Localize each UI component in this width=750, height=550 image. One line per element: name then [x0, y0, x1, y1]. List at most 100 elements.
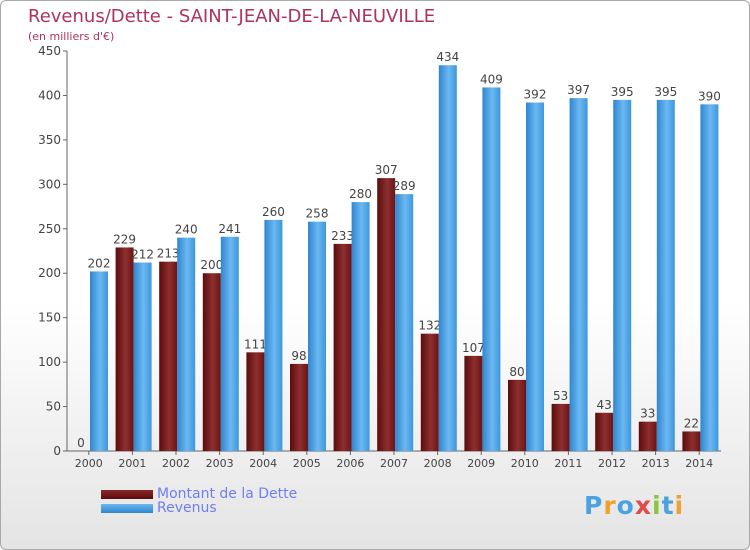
debt-value-label: 132 [418, 319, 441, 333]
x-tick-label: 2000 [75, 457, 103, 470]
y-tick-label: 350 [38, 133, 61, 147]
debt-value-label: 0 [77, 436, 85, 450]
debt-bar [420, 333, 439, 451]
debt-bar [508, 379, 526, 451]
x-tick-label: 2009 [467, 457, 495, 470]
revenue-value-label: 392 [524, 88, 547, 102]
x-tick-label: 2008 [424, 457, 452, 470]
x-tick-label: 2001 [118, 457, 146, 470]
debt-value-label: 33 [640, 407, 655, 421]
revenue-value-label: 241 [218, 222, 241, 236]
debt-bar [159, 261, 178, 451]
logo-letter: r [603, 491, 617, 520]
debt-value-label: 98 [291, 349, 306, 363]
debt-value-label: 22 [684, 416, 699, 430]
revenue-value-label: 212 [131, 248, 154, 262]
revenue-value-label: 202 [88, 256, 111, 270]
logo-letter: i [674, 491, 685, 520]
revenue-value-label: 280 [349, 187, 372, 201]
debt-value-label: 307 [375, 163, 398, 177]
x-tick-label: 2004 [249, 457, 277, 470]
revenue-bar [264, 219, 283, 451]
debt-bar [290, 363, 308, 451]
y-tick-label: 250 [38, 222, 61, 236]
debt-bar [638, 421, 657, 451]
proxiti-logo: Proxiti [584, 491, 684, 520]
x-tick-label: 2014 [685, 457, 713, 470]
x-tick-label: 2013 [642, 457, 670, 470]
x-tick-label: 2011 [554, 457, 582, 470]
debt-value-label: 43 [597, 398, 612, 412]
revenue-bar [90, 271, 108, 451]
debt-value-label: 229 [113, 232, 136, 246]
debt-bar [246, 352, 265, 451]
chart-subtitle: (en milliers d'€) [28, 30, 115, 43]
x-tick-label: 2006 [336, 457, 364, 470]
revenue-bar [220, 236, 239, 451]
debt-value-label: 200 [200, 258, 223, 272]
x-tick-label: 2003 [206, 457, 234, 470]
revenue-value-label: 395 [611, 85, 634, 99]
revenue-bar [438, 65, 457, 451]
debt-bar [202, 273, 221, 451]
revenue-bar [700, 104, 719, 451]
y-tick-label: 100 [38, 355, 61, 369]
debt-value-label: 233 [331, 229, 354, 243]
legend-swatch-debt [101, 490, 153, 499]
debt-bar [333, 243, 352, 451]
legend-label-debt: Montant de la Dette [157, 486, 298, 502]
debt-value-label: 111 [244, 337, 267, 351]
revenue-bar [569, 98, 588, 451]
logo-letter: o [616, 491, 635, 520]
debt-value-label: 107 [462, 341, 485, 355]
revenue-bar [526, 102, 544, 452]
revenue-value-label: 240 [175, 223, 198, 237]
y-tick-label: 200 [38, 266, 61, 280]
revenue-value-label: 390 [698, 89, 721, 103]
y-tick-label: 400 [38, 88, 61, 102]
debt-value-label: 53 [553, 389, 568, 403]
legend-label-revenue: Revenus [157, 500, 217, 516]
revenue-value-label: 258 [306, 207, 329, 221]
revenue-bar [177, 237, 196, 451]
x-tick-label: 2012 [598, 457, 626, 470]
debt-bar [551, 403, 570, 451]
debt-bar [115, 247, 134, 451]
revenue-value-label: 260 [262, 205, 285, 219]
y-tick-label: 300 [38, 177, 61, 191]
revenue-bar [351, 202, 370, 451]
revenue-value-label: 289 [393, 179, 416, 193]
debt-bar [595, 412, 614, 451]
chart-title: Revenus/Dette - SAINT-JEAN-DE-LA-NEUVILL… [28, 6, 436, 27]
legend-swatch-revenue [101, 504, 153, 513]
y-tick-label: 150 [38, 311, 61, 325]
debt-bar [377, 178, 396, 451]
revenue-bar [395, 194, 414, 451]
revenue-bar [308, 221, 326, 451]
debt-value-label: 213 [157, 247, 180, 261]
debt-bar [682, 431, 701, 451]
x-tick-label: 2010 [511, 457, 539, 470]
x-tick-label: 2005 [293, 457, 321, 470]
logo-letter: i [652, 491, 662, 520]
revenue-value-label: 434 [436, 50, 459, 64]
revenue-value-label: 409 [480, 72, 503, 86]
revenue-bar [133, 262, 152, 451]
revenue-bar [482, 87, 501, 451]
revenue-value-label: 395 [654, 85, 677, 99]
debt-value-label: 80 [509, 365, 524, 379]
revenue-bar [613, 99, 632, 451]
x-tick-label: 2007 [380, 457, 408, 470]
y-tick-label: 0 [53, 444, 61, 458]
revenue-bar [656, 99, 675, 451]
debt-bar [464, 355, 483, 451]
revenue-value-label: 397 [567, 83, 590, 97]
y-tick-label: 50 [46, 400, 61, 414]
logo-letter: P [584, 491, 604, 520]
logo-letter: x [634, 491, 652, 520]
logo-letter: t [661, 491, 675, 520]
x-tick-label: 2002 [162, 457, 190, 470]
y-tick-label: 450 [38, 44, 61, 58]
